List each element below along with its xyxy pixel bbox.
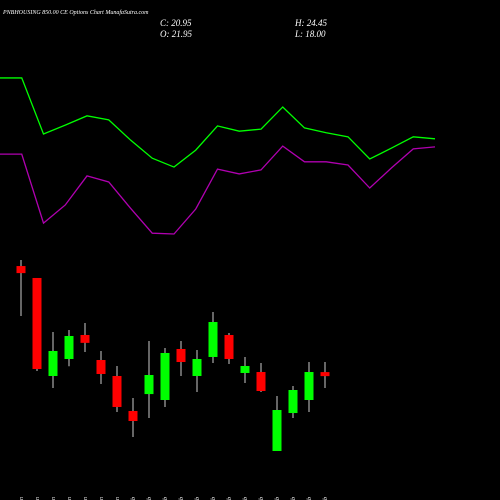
candle-body — [128, 411, 138, 422]
summary-low: L: 18.00 — [294, 29, 326, 39]
x-tick-label: 11 Feb — [243, 497, 249, 500]
summary-label: L: — [294, 29, 303, 39]
candle-body — [16, 266, 26, 274]
candle-body — [160, 352, 170, 400]
x-tick-label: 23 Jan — [35, 497, 41, 500]
summary-value: 20.95 — [171, 18, 192, 28]
line-series — [0, 145, 436, 235]
candle-body — [144, 375, 154, 395]
candle-body — [208, 322, 218, 357]
x-tick-label: 31 Jan — [115, 497, 121, 500]
x-tick-label: 14 Feb — [290, 497, 297, 500]
x-tick-label: 29 Jan — [83, 497, 89, 500]
summary-open: O: 21.95 — [160, 29, 193, 39]
candle-body — [192, 358, 202, 377]
summary-value: 21.95 — [172, 29, 193, 39]
chart-title: PNBHOUSING 850.00 CE Options Chart Munaf… — [2, 9, 149, 16]
line-series — [0, 77, 436, 168]
summary-label: C: — [160, 18, 169, 28]
x-tick-label: 22 Jan — [19, 497, 25, 500]
summary-high: H: 24.45 — [294, 18, 328, 28]
summary-label: O: — [160, 29, 170, 39]
x-tick-label: 12 Feb — [259, 497, 265, 500]
x-tick-label: 28 Jan — [67, 497, 73, 500]
candle-body — [320, 372, 330, 377]
candle-body — [80, 335, 90, 343]
candle-body — [304, 372, 314, 400]
x-tick-label: 13 Feb — [275, 497, 281, 500]
candle-body — [256, 372, 266, 392]
x-tick-label: 06 Feb — [195, 497, 201, 500]
x-tick-label: 01 Feb — [131, 497, 137, 500]
summary-value: 18.00 — [305, 29, 326, 39]
candle-body — [176, 348, 186, 363]
summary-label: H: — [294, 18, 305, 28]
x-tick-label: 05 Feb — [179, 497, 185, 500]
candle-body — [224, 335, 234, 359]
x-tick-label: 30 Jan — [99, 497, 105, 500]
summary-value: 24.45 — [307, 18, 328, 28]
x-tick-label: 27 Jan — [51, 497, 57, 500]
candle-body — [96, 360, 106, 374]
candle-body — [288, 390, 298, 414]
x-tick-label: 17 Feb — [307, 497, 313, 500]
candle-body — [112, 376, 122, 407]
candle-body — [272, 410, 282, 452]
x-tick-label: 07 Feb — [211, 497, 217, 500]
candle-body — [240, 366, 250, 373]
x-tick-label: 10 Feb — [227, 497, 233, 500]
summary-close: C: 20.95 — [160, 18, 192, 28]
x-tick-label: 18 Feb — [323, 497, 329, 500]
candle-body — [48, 351, 58, 377]
x-tick-label: 04 Feb — [162, 497, 169, 500]
candle-body — [64, 336, 74, 359]
candle-body — [32, 277, 42, 369]
x-tick-label: 03 Feb — [147, 497, 153, 500]
